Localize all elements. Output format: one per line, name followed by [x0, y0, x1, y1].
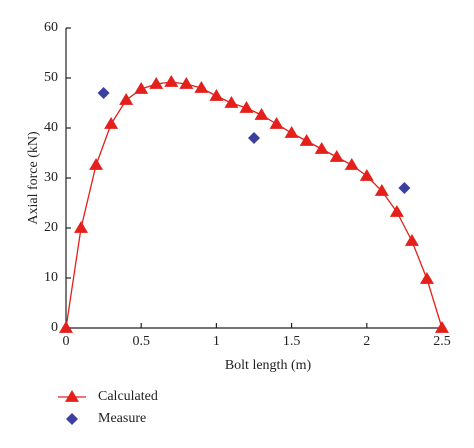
triangle-marker — [404, 234, 419, 246]
triangle-marker — [89, 158, 104, 170]
y-tick-label: 10 — [44, 270, 58, 285]
x-tick-label: 1 — [213, 334, 220, 349]
triangle-marker — [239, 101, 254, 113]
triangle-marker — [299, 134, 314, 146]
x-tick-label: 0.5 — [132, 334, 150, 349]
y-axis-label: Axial force (kN) — [26, 131, 41, 225]
y-tick-label: 30 — [44, 170, 58, 185]
triangle-marker — [59, 321, 73, 333]
y-tick-label: 40 — [44, 120, 58, 135]
diamond-marker — [66, 413, 78, 425]
x-tick-label: 2.5 — [433, 334, 451, 349]
diamond-marker — [97, 87, 110, 99]
diamond-marker — [398, 182, 411, 194]
y-tick-label: 20 — [44, 220, 58, 235]
y-tick-label: 50 — [44, 70, 58, 85]
triangle-marker — [224, 96, 239, 108]
triangle-marker — [164, 75, 179, 87]
triangle-marker — [329, 150, 344, 162]
triangle-marker — [435, 321, 449, 333]
triangle-marker — [284, 126, 299, 138]
triangle-marker — [179, 77, 194, 89]
legend-label: Calculated — [98, 389, 158, 404]
triangle-marker — [74, 221, 89, 233]
triangle-marker — [194, 81, 209, 93]
triangle-marker — [209, 89, 224, 101]
y-tick-label: 0 — [51, 320, 58, 335]
triangle-marker — [134, 82, 149, 94]
series-line — [65, 81, 443, 329]
legend-label: Measure — [98, 411, 146, 426]
triangle-marker — [119, 93, 134, 105]
x-tick-label: 1.5 — [283, 334, 301, 349]
triangle-marker — [374, 184, 389, 196]
triangle-marker — [344, 158, 359, 170]
x-tick-label: 2 — [363, 334, 370, 349]
triangle-marker — [65, 390, 79, 402]
x-tick-label: 0 — [63, 334, 70, 349]
triangle-marker — [254, 108, 269, 120]
y-tick-label: 60 — [44, 20, 58, 35]
triangle-marker — [389, 205, 404, 217]
x-axis-label: Bolt length (m) — [225, 358, 312, 373]
diamond-marker — [248, 132, 260, 144]
triangle-marker — [419, 272, 434, 284]
triangle-marker — [104, 117, 119, 129]
triangle-marker — [359, 169, 374, 181]
triangle-marker — [269, 117, 284, 129]
triangle-marker — [314, 142, 329, 154]
triangle-marker — [149, 77, 164, 89]
